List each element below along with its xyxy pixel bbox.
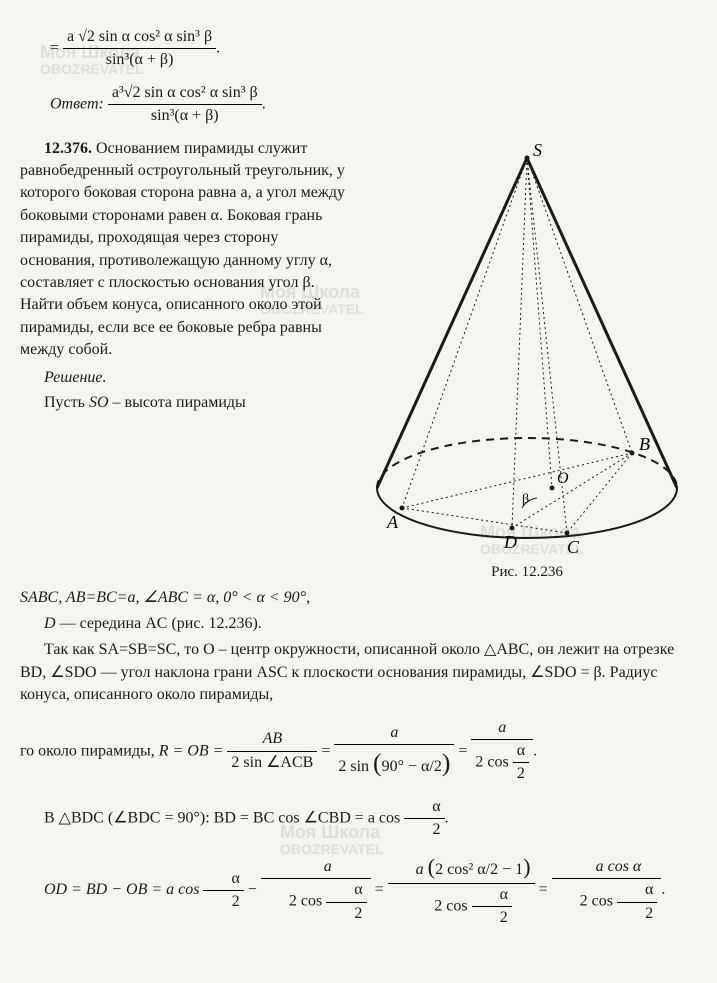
problem-number: 12.376. [44,140,92,157]
solution-heading: Решение. [20,367,347,389]
formula-bdc: В △BDC (∠BDC = 90°): BD = BC cos ∠CBD = … [20,796,697,842]
label-o: O [557,470,569,487]
cone-diagram: S A B C D O β [357,138,697,558]
problem-body: Основанием пирамиды служит равнобедренны… [20,140,345,359]
solution-line2: SABC, AB=BC=a, ∠ABC = α, 0° < α < 90°, [20,587,697,609]
formula-r: го около пирамиды, R = OB = AB 2 sin ∠AC… [20,717,697,786]
label-beta: β [522,492,529,507]
answer-num: a³√2 sin α cos² α sin³ β [108,82,262,105]
figure-caption: Рис. 12.236 [357,562,697,583]
solution-line3: D — середина AC (рис. 12.236). [20,613,697,635]
label-d: D [503,532,517,552]
formula-od: OD = BD − OB = a cos α 2 − a 2 cos α2 = … [20,851,697,929]
solution-line1: Пусть SO – высота пирамиды [20,392,347,414]
top-formula-den: sin³(α + β) [63,49,216,71]
label-b: B [639,434,650,454]
top-formula-fragment: = a √2 sin α cos² α sin³ β sin³(α + β) . [50,26,697,72]
answer-den: sin³(α + β) [108,105,262,127]
label-s: S [533,140,542,160]
figure-cone: S A B C D O β Рис. 12.236 [357,138,697,583]
label-c: C [567,537,580,557]
problem-text: 12.376. Основанием пирамиды служит равно… [20,138,347,362]
answer-label: Ответ: [50,95,104,112]
label-a: A [386,512,399,532]
answer-line: Ответ: a³√2 sin α cos² α sin³ β sin³(α +… [50,82,697,128]
solution-line4: Так как SA=SB=SC, то O – центр окружност… [20,639,697,706]
